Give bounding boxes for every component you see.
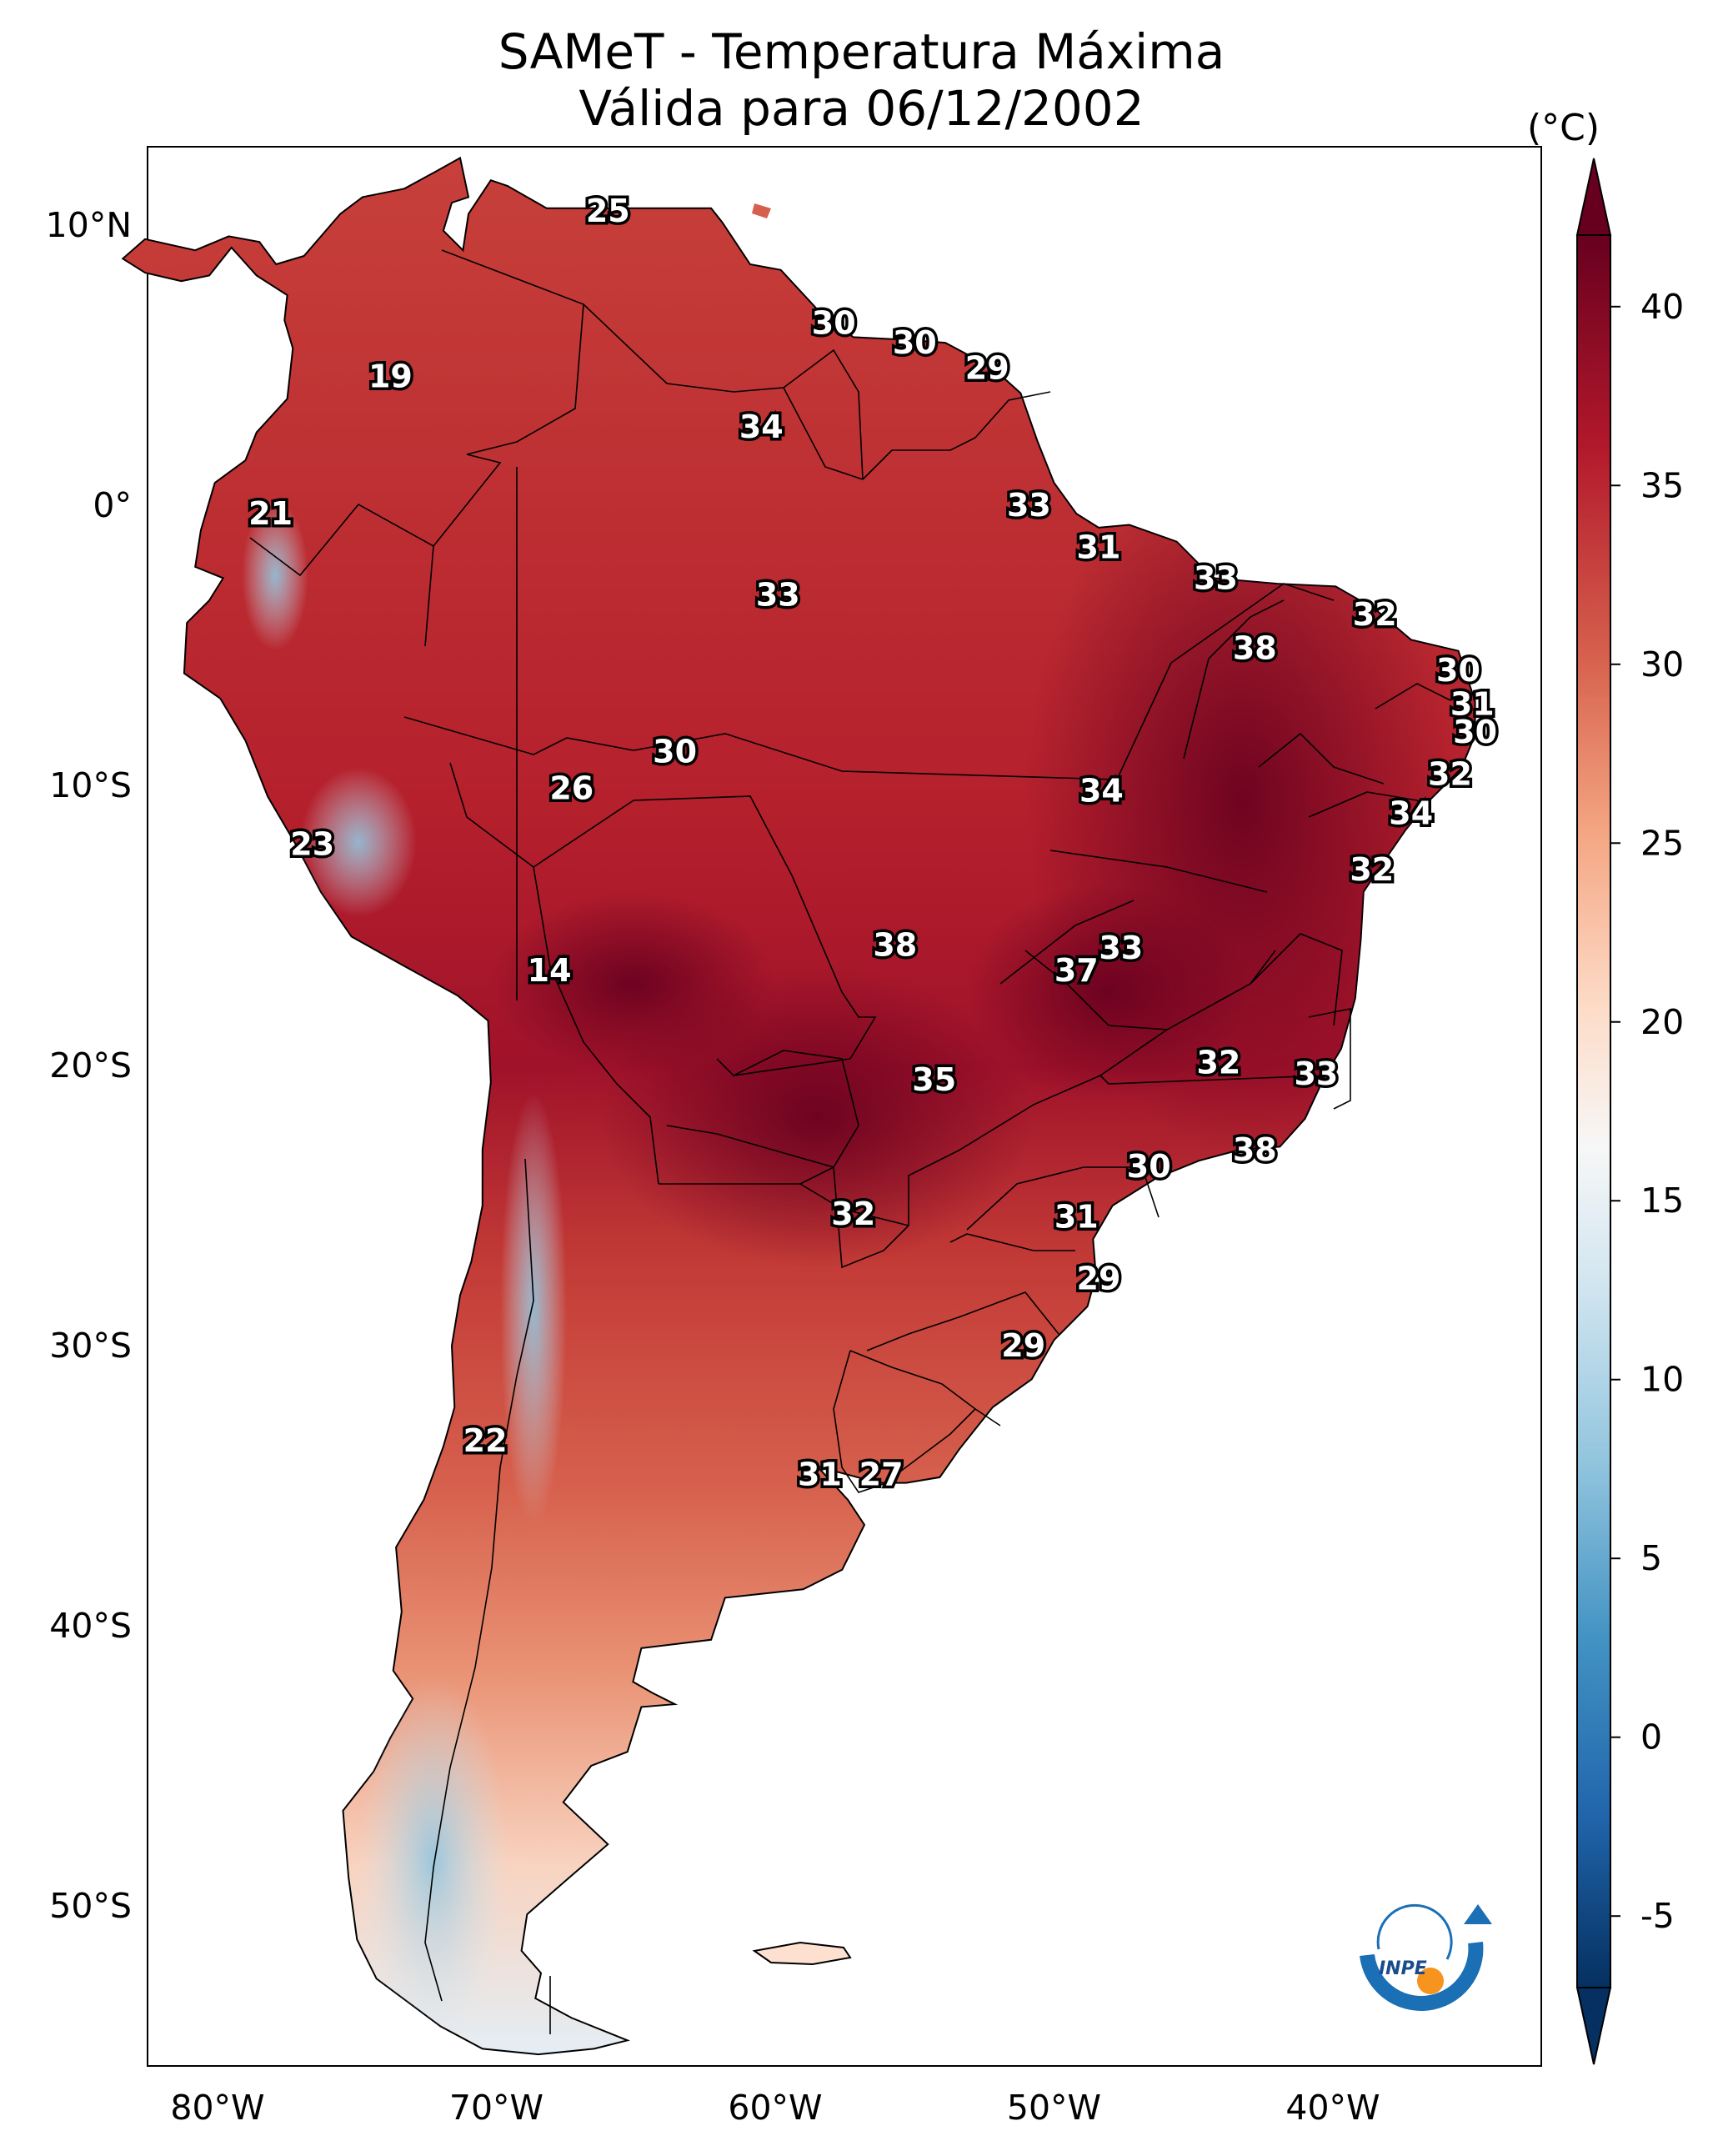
- temperature-label: 34: [1079, 773, 1124, 810]
- colorbar-tick-label: 20: [1640, 1002, 1684, 1042]
- colorbar-tick-label: 15: [1640, 1181, 1684, 1221]
- longitude-label: 40°W: [1285, 2088, 1380, 2128]
- temperature-label: 32: [1196, 1045, 1240, 1081]
- latitude-label: 40°S: [49, 1606, 132, 1646]
- temperature-label: 29: [965, 349, 1009, 386]
- temperature-label: 32: [1428, 756, 1472, 793]
- colorbar-tick-label: -5: [1640, 1896, 1675, 1936]
- temperature-label: 31: [1450, 686, 1495, 723]
- axis-labels: 10°N 0° 10°S 20°S 30°S 40°S 50°S 80°W 70°W 60°W 50…: [46, 205, 1380, 2128]
- temperature-label: 32: [1353, 596, 1397, 633]
- colorbar-gradient: [1576, 234, 1611, 1988]
- temperature-label: 34: [1389, 795, 1433, 832]
- temperature-label: 21: [248, 495, 293, 532]
- temperature-label: 30: [812, 305, 856, 342]
- temperature-label: 31: [798, 1457, 842, 1493]
- temperature-label: 30: [1127, 1148, 1171, 1185]
- temperature-label: 25: [586, 193, 630, 229]
- map-title: SAMeT - Temperatura Máxima: [498, 23, 1225, 80]
- south-america-land: [121, 156, 1476, 2056]
- temperature-label: 30: [893, 324, 937, 361]
- temperature-label: 33: [1294, 1055, 1338, 1092]
- colorbar-upper-extend: [1575, 158, 1612, 236]
- longitude-label: 60°W: [728, 2088, 822, 2128]
- temperature-label: 34: [739, 409, 784, 445]
- temperature-label: 22: [463, 1422, 508, 1459]
- colorbar-tick-label: 30: [1640, 644, 1684, 684]
- temperature-label: 27: [859, 1457, 904, 1493]
- temperature-label: 33: [756, 577, 800, 614]
- temperature-label: 31: [1054, 1198, 1099, 1235]
- temperature-label: 19: [368, 358, 413, 394]
- temperature-label: 26: [549, 770, 594, 806]
- colorbar-tick-label: 35: [1640, 465, 1684, 505]
- colorbar-unit: (°C): [1527, 107, 1600, 149]
- temperature-label: 30: [653, 734, 697, 770]
- temperature-label: 32: [831, 1196, 875, 1232]
- temperature-label: 33: [1194, 559, 1238, 596]
- latitude-label: 20°S: [49, 1045, 132, 1086]
- temperature-label: 38: [1233, 1131, 1277, 1168]
- longitude-label: 70°W: [449, 2088, 543, 2128]
- temperature-label: 33: [1007, 487, 1051, 524]
- temperature-label: 29: [1001, 1327, 1045, 1364]
- temperature-label: 38: [873, 927, 917, 964]
- temperature-label: 30: [1453, 714, 1497, 750]
- latitude-label: 10°N: [46, 205, 132, 245]
- temperature-label: 30: [1436, 652, 1480, 689]
- logo-text: INPE: [1379, 1958, 1427, 1979]
- temperature-label: 23: [290, 826, 334, 863]
- temperature-label: 38: [1233, 629, 1277, 666]
- colorbar: 40 35 30 25 20 15 10 5 0 -5: [1575, 158, 1684, 2065]
- country-borders: [249, 249, 1451, 2034]
- temperature-label: 33: [1099, 930, 1143, 966]
- colorbar-tick-label: 25: [1640, 823, 1684, 863]
- temperature-label: 37: [1054, 952, 1099, 989]
- logo-swoosh: [1360, 1941, 1484, 2011]
- map-subtitle: Válida para 06/12/2002: [579, 80, 1144, 137]
- latitude-label: 0°: [93, 485, 132, 525]
- temperature-label: 35: [912, 1061, 956, 1098]
- inpe-logo: INPE: [1360, 1903, 1492, 2011]
- colorbar-tick-label: 5: [1640, 1538, 1662, 1578]
- colorbar-tick-label: 10: [1640, 1360, 1684, 1400]
- temperature-label: 29: [1077, 1260, 1121, 1296]
- latitude-label: 10°S: [49, 765, 132, 805]
- latitude-label: 30°S: [49, 1326, 132, 1366]
- colorbar-tick-label: 0: [1640, 1717, 1662, 1757]
- temperature-label: 31: [1077, 529, 1121, 565]
- colorbar-tick-label: 40: [1640, 287, 1684, 327]
- longitude-label: 80°W: [170, 2088, 264, 2128]
- latitude-label: 50°S: [49, 1886, 132, 1926]
- colorbar-lower-extend: [1575, 1987, 1612, 2065]
- logo-sun-icon: [1417, 1968, 1444, 1994]
- temperature-label: 14: [528, 952, 572, 989]
- temperature-label: 32: [1350, 851, 1394, 888]
- longitude-label: 50°W: [1007, 2088, 1101, 2128]
